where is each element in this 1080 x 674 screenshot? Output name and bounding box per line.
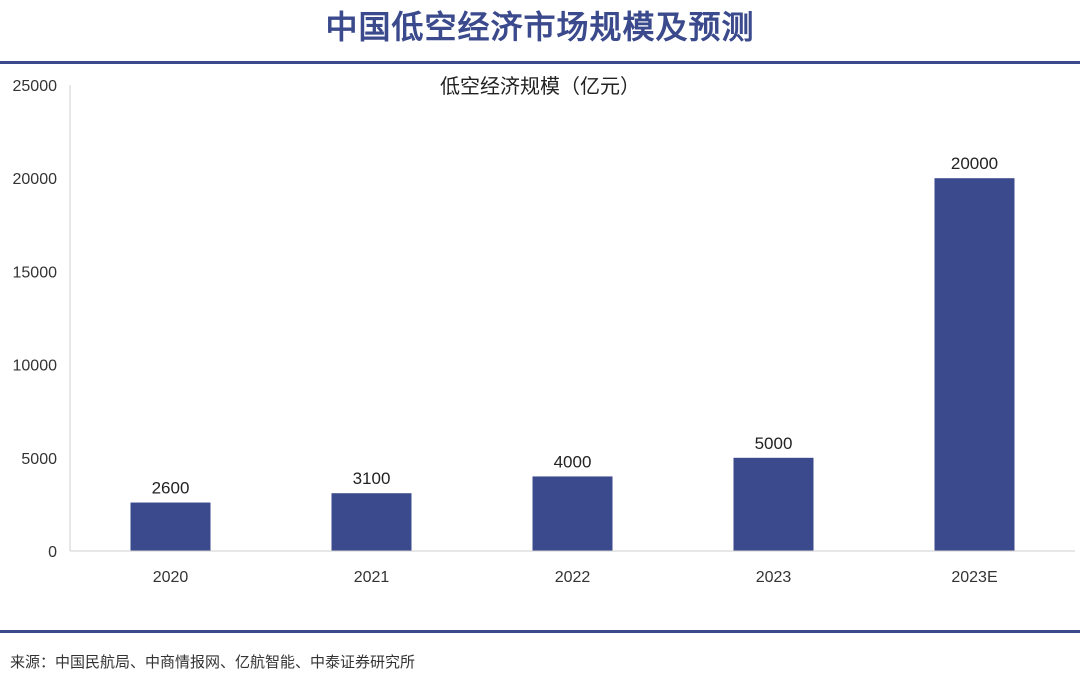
data-label-2021: 3100: [353, 469, 391, 488]
y-tick-label: 0: [48, 544, 57, 561]
data-label-2023e: 20000: [951, 154, 998, 173]
y-axis: 0 5000 10000 15000 20000 25000: [13, 78, 71, 561]
bar-2022: [532, 476, 613, 551]
data-label-2023: 5000: [755, 434, 793, 453]
x-tick-label-2021: 2021: [354, 569, 390, 586]
chart-title: 低空经济规模（亿元）: [440, 74, 640, 98]
data-label-2020: 2600: [152, 479, 190, 498]
y-tick-label: 20000: [13, 171, 58, 188]
y-tick-label: 5000: [21, 451, 57, 468]
bar-2023e: [934, 178, 1015, 551]
x-tick-label-2023e: 2023E: [951, 569, 997, 586]
source-note: 来源：中国民航局、中商情报网、亿航智能、中泰证券研究所: [10, 653, 416, 671]
x-axis: 2020 2021 2022 2023 2023E: [70, 550, 1075, 586]
bar-2023: [733, 457, 814, 551]
y-tick-label: 10000: [13, 358, 58, 375]
bar-chart: 低空经济规模（亿元） 0 5000 10000 15000 20000 25000 260…: [13, 74, 1075, 586]
bottom-divider: [0, 630, 1080, 633]
bars-group: 2600 3100 4000 5000 20000: [130, 154, 1015, 551]
y-tick-label: 25000: [13, 78, 58, 95]
x-tick-label-2023: 2023: [756, 569, 792, 586]
x-tick-label-2022: 2022: [555, 569, 591, 586]
page-title: 中国低空经济市场规模及预测: [325, 8, 755, 46]
bar-2021: [331, 493, 412, 551]
y-tick-label: 15000: [13, 264, 58, 281]
data-label-2022: 4000: [554, 452, 592, 471]
top-divider: [0, 61, 1080, 64]
x-tick-label-2020: 2020: [153, 569, 189, 586]
bar-2020: [130, 502, 211, 551]
